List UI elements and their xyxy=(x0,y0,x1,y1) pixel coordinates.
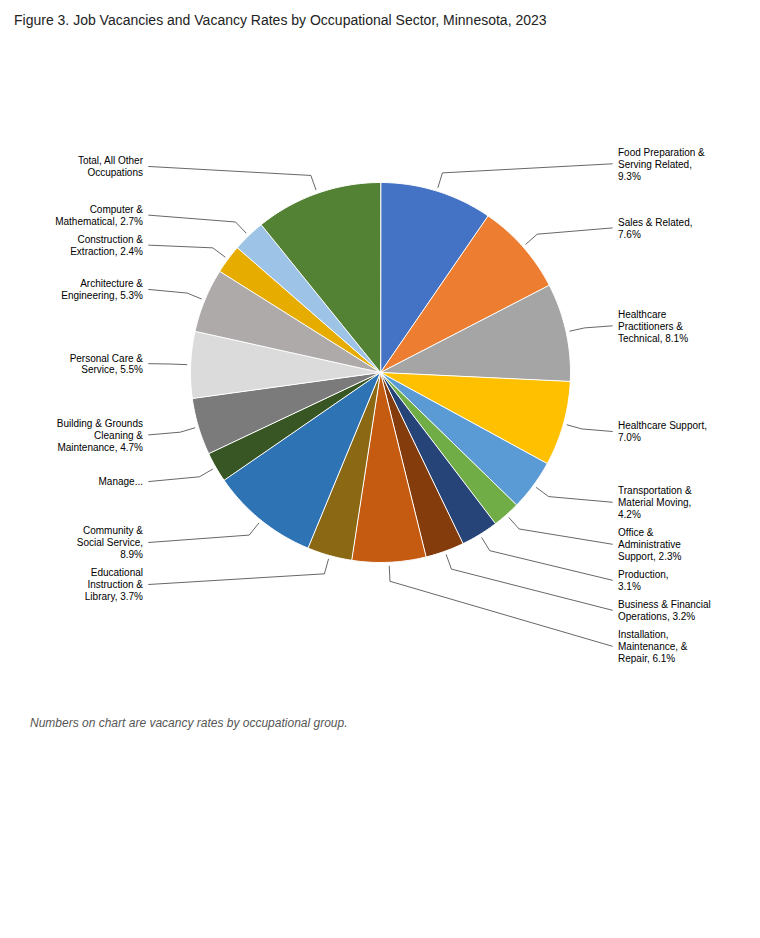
html-text:Numbers on chart are vacancy r: Numbers on chart are vacancy rates by oc… xyxy=(30,716,348,730)
svg-text:Office &AdministrativeSupport,: Office &AdministrativeSupport, 2.3% xyxy=(618,527,681,562)
svg-text:Sales & Related,7.6%: Sales & Related,7.6% xyxy=(618,217,693,240)
svg-text:Architecture &Engineering, 5.3: Architecture &Engineering, 5.3% xyxy=(61,278,143,301)
svg-text:Production,3.1%: Production,3.1% xyxy=(618,569,669,592)
svg-text:Healthcare Support,7.0%: Healthcare Support,7.0% xyxy=(618,420,707,443)
svg-text:Food Preparation &Serving Rela: Food Preparation &Serving Related,9.3% xyxy=(618,147,705,182)
svg-text:HealthcarePractitioners &Techn: HealthcarePractitioners &Technical, 8.1% xyxy=(618,309,688,344)
svg-text:Business & FinancialOperations: Business & FinancialOperations, 3.2% xyxy=(618,599,711,622)
svg-text:Total, All OtherOccupations: Total, All OtherOccupations xyxy=(78,155,144,178)
svg-text:Transportation &Material Movin: Transportation &Material Moving,4.2% xyxy=(618,485,692,520)
svg-text:Manage...: Manage... xyxy=(99,476,143,487)
svg-text:EducationalInstruction &Librar: EducationalInstruction &Library, 3.7% xyxy=(85,567,144,602)
svg-text:Computer &Mathematical, 2.7%: Computer &Mathematical, 2.7% xyxy=(55,204,143,227)
svg-text:Building & GroundsCleaning &Ma: Building & GroundsCleaning &Maintenance,… xyxy=(57,418,144,453)
html-text:Figure 3. Job Vacancies and Va: Figure 3. Job Vacancies and Vacancy Rate… xyxy=(14,12,547,28)
svg-text:Installation,Maintenance, &Rep: Installation,Maintenance, &Repair, 6.1% xyxy=(618,629,688,664)
svg-text:Personal Care &Service, 5.5%: Personal Care &Service, 5.5% xyxy=(70,353,144,376)
svg-text:Community &Social Service,8.9%: Community &Social Service,8.9% xyxy=(77,525,143,560)
svg-text:Construction &Extraction, 2.4%: Construction &Extraction, 2.4% xyxy=(70,234,143,257)
